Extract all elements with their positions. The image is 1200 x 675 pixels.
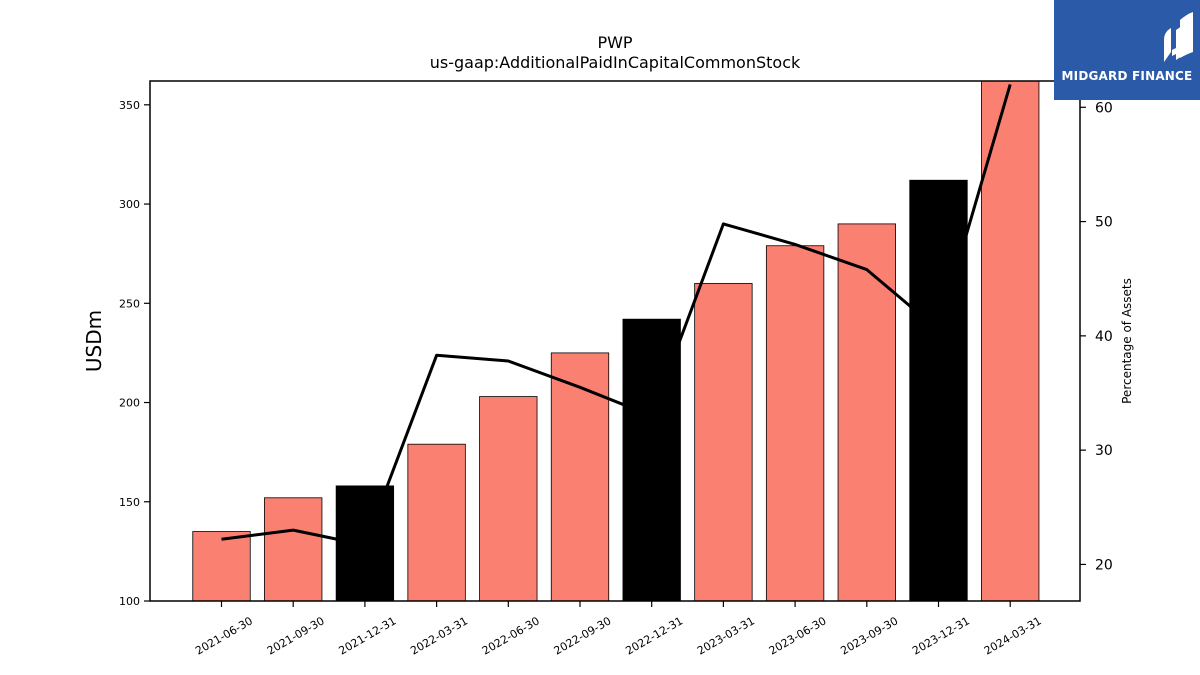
y2-tick-label: 30 — [1095, 443, 1113, 459]
percentage-line-path — [221, 83, 1012, 547]
x-tick-label: 2021-12-31 — [337, 614, 399, 657]
x-tick-label: 2022-03-31 — [408, 614, 470, 657]
midgard-finance-logo: MIDGARD FINANCE — [1054, 0, 1200, 100]
bar-2021-06-30 — [192, 531, 251, 602]
y-tick-label: 150 — [119, 496, 140, 509]
x-tick-label: 2024-03-31 — [982, 614, 1044, 657]
bar-2023-03-31 — [694, 283, 753, 602]
logo-text: MIDGARD FINANCE — [1061, 69, 1193, 83]
bar-2024-03-31 — [981, 80, 1040, 602]
y2-axis-label: Percentage of Assets — [1120, 278, 1134, 404]
x-tick-label: 2022-06-30 — [480, 614, 542, 657]
chart-subtitle: us-gaap:AdditionalPaidInCapitalCommonSto… — [430, 53, 801, 72]
x-tick-label: 2023-03-31 — [695, 614, 757, 657]
y-tick-label: 350 — [119, 99, 140, 112]
y-axis-right: 20 30 40 50 60 — [1080, 100, 1113, 573]
x-tick-label: 2021-06-30 — [193, 614, 255, 657]
plot-frame — [149, 80, 1081, 602]
bar-2022-09-30 — [550, 352, 610, 602]
bar-2023-09-30 — [837, 223, 896, 602]
y-tick-label: 250 — [119, 297, 140, 310]
y-axis-label: USDm — [82, 310, 106, 372]
y2-tick-label: 40 — [1095, 329, 1113, 345]
y-tick-label: 300 — [119, 198, 140, 211]
percentage-line — [221, 83, 1012, 547]
y2-tick-label: 50 — [1095, 215, 1113, 231]
x-tick-label: 2023-09-30 — [838, 614, 900, 657]
bar-2023-12-31 — [909, 179, 968, 602]
y2-tick-label: 20 — [1095, 557, 1113, 573]
x-tick-label: 2023-06-30 — [767, 614, 829, 657]
x-axis: 2021-06-30 2021-09-30 2021-12-31 2022-03-31… — [193, 601, 1044, 658]
y-tick-label: 200 — [119, 397, 140, 410]
y-tick-label: 100 — [119, 595, 140, 608]
x-tick-label: 2022-09-30 — [552, 614, 614, 657]
y2-tick-label: 60 — [1095, 100, 1113, 116]
bar-2022-03-31 — [407, 443, 466, 602]
logo-mark-icon — [1164, 12, 1193, 62]
bar-group — [192, 80, 1040, 602]
x-tick-label: 2023-12-31 — [910, 614, 972, 657]
chart-title: PWP — [597, 33, 632, 52]
bar-2021-09-30 — [264, 497, 323, 602]
bar-2023-06-30 — [765, 245, 825, 602]
y-axis-left: 100 150 200 250 300 350 — [119, 99, 150, 608]
bar-2022-06-30 — [479, 396, 538, 602]
x-tick-label: 2021-09-30 — [265, 614, 327, 657]
x-tick-label: 2022-12-31 — [623, 614, 685, 657]
